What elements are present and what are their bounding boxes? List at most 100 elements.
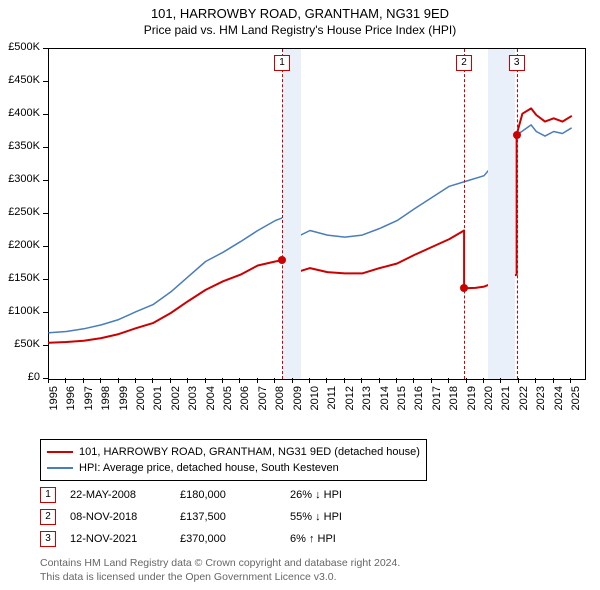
x-tick	[466, 378, 467, 383]
event-line	[282, 49, 283, 379]
transaction-row: 122-MAY-2008£180,00026% ↓ HPI	[40, 484, 400, 506]
event-marker: 1	[274, 55, 290, 71]
x-tick-label: 2010	[309, 386, 321, 416]
chart-plot-area: 1 2 3	[48, 48, 586, 380]
y-tick-label: £0	[0, 371, 40, 383]
x-tick	[361, 378, 362, 383]
y-tick	[43, 180, 48, 181]
y-tick-label: £500K	[0, 41, 40, 53]
legend-label: HPI: Average price, detached house, Sout…	[79, 460, 339, 476]
legend-item: 101, HARROWBY ROAD, GRANTHAM, NG31 9ED (…	[47, 444, 420, 460]
x-tick-label: 2023	[535, 386, 547, 416]
transaction-table: 122-MAY-2008£180,00026% ↓ HPI208-NOV-201…	[40, 484, 400, 550]
legend-swatch	[47, 451, 73, 453]
transaction-marker: 3	[40, 531, 56, 547]
legend: 101, HARROWBY ROAD, GRANTHAM, NG31 9ED (…	[40, 439, 427, 481]
x-tick-label: 1997	[83, 386, 95, 416]
transaction-date: 12-NOV-2021	[70, 533, 180, 545]
x-tick	[379, 378, 380, 383]
event-dot	[278, 256, 286, 264]
event-marker: 3	[509, 55, 525, 71]
x-tick-label: 2004	[205, 386, 217, 416]
x-tick-label: 2002	[170, 386, 182, 416]
transaction-marker: 1	[40, 487, 56, 503]
x-tick-label: 2022	[518, 386, 530, 416]
transaction-marker: 2	[40, 509, 56, 525]
x-tick	[257, 378, 258, 383]
x-tick	[448, 378, 449, 383]
transaction-date: 22-MAY-2008	[70, 489, 180, 501]
legend-item: HPI: Average price, detached house, Sout…	[47, 460, 420, 476]
x-tick-label: 1996	[65, 386, 77, 416]
x-tick-label: 2007	[257, 386, 269, 416]
recession-shade	[488, 49, 516, 379]
x-tick-label: 2019	[466, 386, 478, 416]
x-tick-label: 2025	[570, 386, 582, 416]
y-tick-label: £200K	[0, 239, 40, 251]
x-tick-label: 2006	[239, 386, 251, 416]
x-tick-label: 2008	[274, 386, 286, 416]
footer-line1: Contains HM Land Registry data © Crown c…	[40, 556, 400, 570]
y-tick-label: £300K	[0, 173, 40, 185]
x-tick	[152, 378, 153, 383]
x-tick	[518, 378, 519, 383]
y-tick	[43, 213, 48, 214]
x-tick	[83, 378, 84, 383]
x-tick	[239, 378, 240, 383]
x-tick-label: 1999	[118, 386, 130, 416]
y-tick	[43, 114, 48, 115]
x-tick-label: 2024	[553, 386, 565, 416]
y-tick-label: £450K	[0, 74, 40, 86]
transaction-price: £180,000	[180, 489, 290, 501]
x-tick	[118, 378, 119, 383]
x-tick-label: 2003	[187, 386, 199, 416]
event-dot	[513, 131, 521, 139]
x-tick-label: 1995	[48, 386, 60, 416]
y-tick-label: £350K	[0, 140, 40, 152]
x-tick-label: 2000	[135, 386, 147, 416]
event-line	[464, 49, 465, 379]
transaction-date: 08-NOV-2018	[70, 511, 180, 523]
x-tick	[535, 378, 536, 383]
x-tick-label: 2017	[431, 386, 443, 416]
transaction-diff: 55% ↓ HPI	[290, 511, 400, 523]
x-tick	[274, 378, 275, 383]
event-dot	[460, 284, 468, 292]
x-tick-label: 2014	[379, 386, 391, 416]
transaction-row: 3 12-NOV-2021£370,0006% ↑ HPI	[40, 528, 400, 550]
x-tick-label: 2005	[222, 386, 234, 416]
x-tick-label: 2020	[483, 386, 495, 416]
x-tick-label: 2021	[500, 386, 512, 416]
x-tick-label: 2016	[413, 386, 425, 416]
x-tick	[396, 378, 397, 383]
title-line1: 101, HARROWBY ROAD, GRANTHAM, NG31 9ED	[0, 6, 600, 21]
legend-swatch	[47, 467, 73, 469]
x-tick	[65, 378, 66, 383]
event-marker: 2	[456, 55, 472, 71]
transaction-price: £370,000	[180, 533, 290, 545]
x-tick	[344, 378, 345, 383]
transaction-row: 2 08-NOV-2018£137,50055% ↓ HPI	[40, 506, 400, 528]
x-tick	[292, 378, 293, 383]
footer: Contains HM Land Registry data © Crown c…	[40, 556, 400, 584]
x-tick	[48, 378, 49, 383]
x-tick	[326, 378, 327, 383]
transaction-price: £137,500	[180, 511, 290, 523]
y-tick	[43, 246, 48, 247]
y-tick	[43, 81, 48, 82]
y-tick-label: £150K	[0, 272, 40, 284]
transaction-diff: 6% ↑ HPI	[290, 533, 400, 545]
y-tick	[43, 48, 48, 49]
footer-line2: This data is licensed under the Open Gov…	[40, 570, 400, 584]
x-tick-label: 1998	[100, 386, 112, 416]
x-tick-label: 2001	[152, 386, 164, 416]
y-tick	[43, 147, 48, 148]
y-tick-label: £100K	[0, 305, 40, 317]
event-line	[517, 49, 518, 379]
y-tick-label: £250K	[0, 206, 40, 218]
x-tick	[222, 378, 223, 383]
x-tick	[413, 378, 414, 383]
x-tick	[205, 378, 206, 383]
y-tick	[43, 279, 48, 280]
recession-shade	[282, 49, 301, 379]
